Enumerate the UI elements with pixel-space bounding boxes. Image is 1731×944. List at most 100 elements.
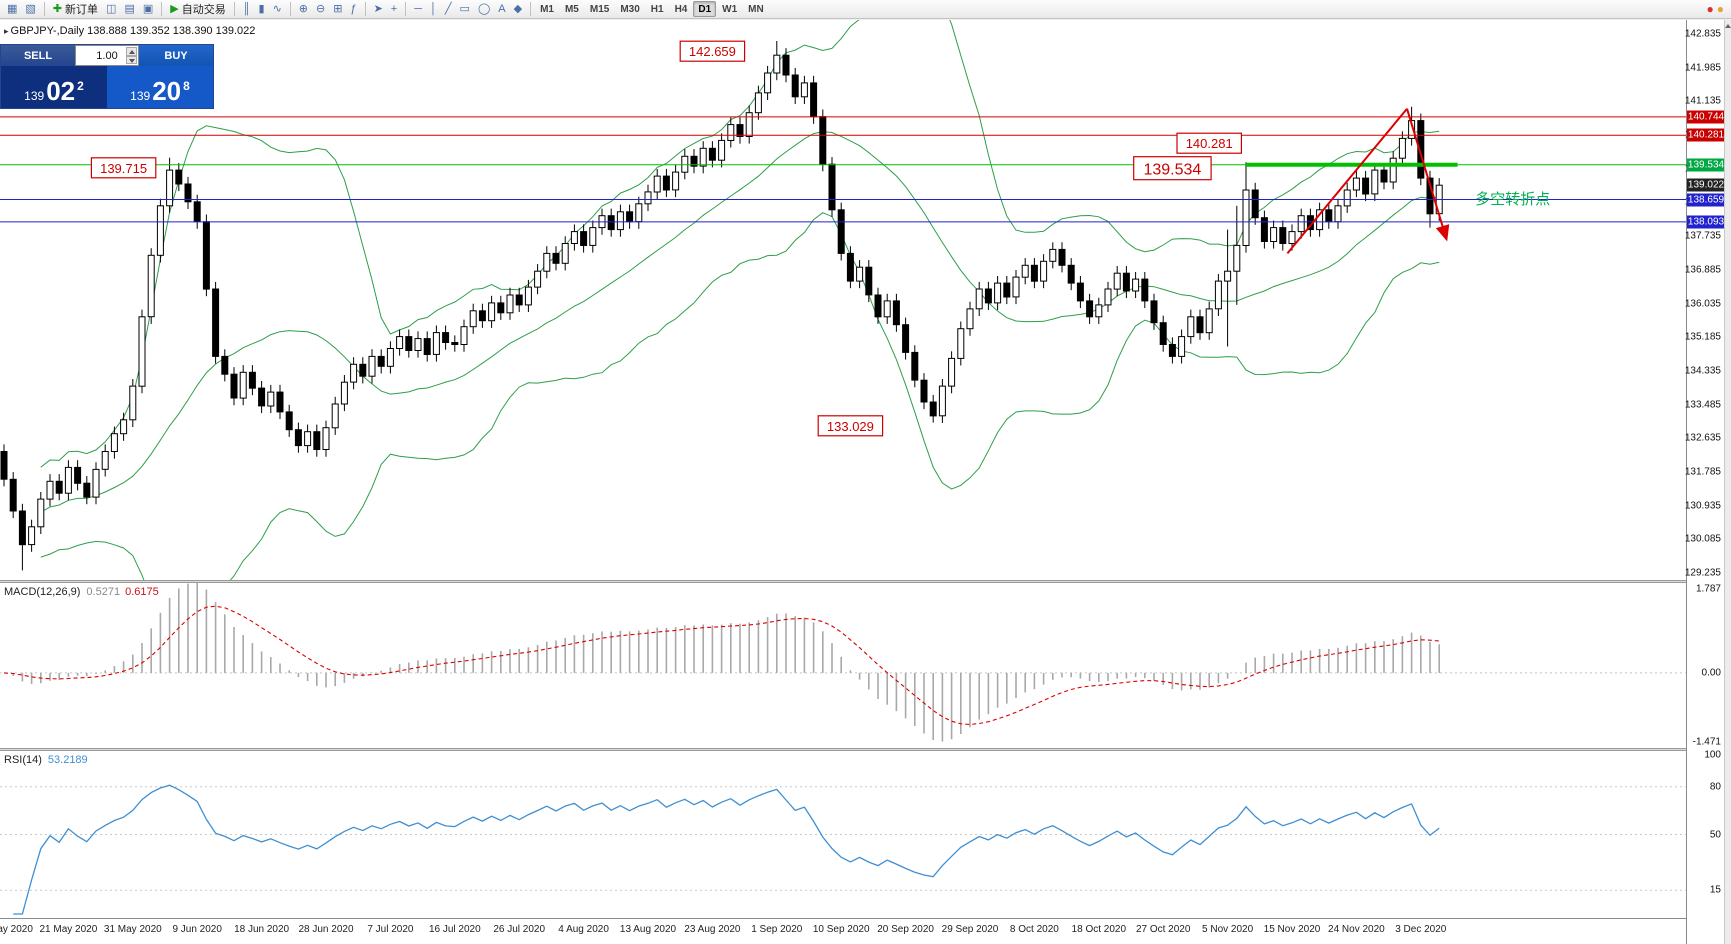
timeframe-m1[interactable]: M1: [535, 1, 559, 17]
sell-price-point: 2: [77, 79, 84, 93]
price-label-139.534[interactable]: 139.534: [1133, 156, 1212, 181]
date-label: 12 May 2020: [0, 924, 33, 935]
svg-text:139.715: 139.715: [100, 161, 147, 176]
timeframe-m15[interactable]: M15: [585, 1, 614, 17]
axis-label: 100: [1704, 749, 1721, 761]
arrows-tool-button[interactable]: ◆: [510, 1, 526, 17]
buy-button[interactable]: BUY: [139, 45, 213, 66]
sell-price[interactable]: 139 02 2: [1, 66, 107, 108]
navigator-button[interactable]: ▤: [120, 1, 138, 17]
timeframe-h4[interactable]: H4: [670, 1, 693, 17]
timeframe-h1[interactable]: H1: [646, 1, 669, 17]
market-watch-button[interactable]: ◫: [102, 1, 120, 17]
date-label: 1 Sep 2020: [751, 924, 803, 935]
new-chart-button[interactable]: ▦: [3, 1, 21, 17]
macd-panel: MACD(12,26,9) 0.5271 0.6175: [0, 583, 1686, 748]
timeframe-buttons: M1 M5 M15 M30 H1 H4 D1 W1 MN: [535, 1, 769, 17]
timeframe-mn[interactable]: MN: [743, 1, 769, 17]
date-label: 18 Oct 2020: [1071, 924, 1127, 935]
line-chart-button[interactable]: ∿: [269, 1, 286, 17]
panel-separator[interactable]: [0, 748, 1731, 751]
axis-label: -1.471: [1692, 736, 1721, 748]
main-chart-panel: 142.659 139.715 140.281 139.534 133.029 多空转折点…: [0, 20, 1686, 580]
candlestick-chart-button[interactable]: ▮: [255, 1, 269, 17]
date-label: 26 Jul 2020: [493, 924, 546, 935]
toolbar-buttons: ▦ ▧ ✚ 新订单 ◫ ▤ ▣ ▶ 自动交易 ║ ▮ ∿ ⊕ ⊖ ⊞ ƒ ➤ + ─ │ ╱ ▭ ◯ A ◆: [3, 1, 535, 17]
price-tag-138.093: 138.093: [1687, 215, 1725, 229]
timeframe-m5[interactable]: M5: [560, 1, 584, 17]
price-tag-140.744: 140.744: [1687, 110, 1725, 124]
community-icon[interactable]: ●: [1706, 2, 1714, 16]
volume-down-button[interactable]: [126, 55, 137, 64]
rectangle-tool-button[interactable]: ▭: [456, 1, 474, 17]
price-axis[interactable]: 142.835141.985141.135140.285139.435138.5…: [1684, 20, 1725, 944]
crosshair-button[interactable]: +: [387, 1, 401, 17]
market-watch-icon: ◫: [106, 3, 117, 15]
volume-spinner: [126, 47, 137, 64]
zoom-in-button[interactable]: ⊕: [295, 1, 312, 17]
toolbar-separator: [43, 2, 45, 16]
date-label: 8 Oct 2020: [1009, 924, 1059, 935]
date-label: 27 Oct 2020: [1135, 924, 1191, 935]
candlesticks: [0, 41, 1443, 571]
navigator-icon: ▤: [124, 3, 135, 15]
notification-icon[interactable]: ●: [1716, 2, 1724, 16]
buy-price[interactable]: 139 20 8: [107, 66, 213, 108]
ellipse-tool-button[interactable]: ◯: [474, 1, 494, 17]
date-label: 23 Aug 2020: [684, 924, 741, 935]
chart-profiles-button[interactable]: ▧: [21, 1, 39, 17]
price-label-140.281[interactable]: 140.281: [1176, 132, 1243, 154]
symbol-info: ▸ GBPJPY-,Daily 138.888 139.352 138.390 1…: [4, 25, 255, 37]
one-click-trading-panel: SELL 1.00 BUY 139 02 2 139 20 8: [0, 44, 214, 109]
price-tag-140.281: 140.281: [1687, 128, 1725, 142]
bar-chart-button[interactable]: ║: [239, 1, 255, 17]
zoom-out-button[interactable]: ⊖: [312, 1, 329, 17]
axis-label: 135.185: [1684, 331, 1721, 343]
text-tool-button[interactable]: A: [494, 1, 509, 17]
price-label-142.659[interactable]: 142.659: [679, 40, 746, 62]
chart-scrollbar[interactable]: [1724, 20, 1731, 944]
timeframe-w1[interactable]: W1: [717, 1, 742, 17]
arrows-tool-icon: ◆: [513, 3, 523, 15]
main-chart-plot[interactable]: 142.659 139.715 140.281 139.534 133.029 多空转折点: [0, 20, 1686, 580]
volume-up-button[interactable]: [126, 47, 137, 56]
axis-label: 142.835: [1684, 28, 1721, 40]
axis-label: 15: [1709, 884, 1721, 896]
auto-trading-button[interactable]: ▶ 自动交易: [166, 1, 229, 17]
bollinger-lower: [40, 212, 1440, 580]
date-label: 4 Aug 2020: [558, 924, 609, 935]
trendline-tool-button[interactable]: ╱: [441, 1, 456, 17]
timeframe-m30[interactable]: M30: [615, 1, 644, 17]
price-label-139.715[interactable]: 139.715: [90, 157, 157, 179]
annotation-text[interactable]: 多空转折点: [1475, 191, 1550, 208]
trendline-2[interactable]: [1406, 108, 1450, 242]
volume-input[interactable]: 1.00: [75, 45, 139, 66]
rsi-plot[interactable]: [0, 751, 1686, 918]
axis-label: 50: [1709, 829, 1721, 840]
price-label-133.029[interactable]: 133.029: [817, 415, 884, 437]
crosshair-icon: +: [390, 3, 398, 15]
candlestick-chart-icon: ▮: [258, 3, 265, 15]
sell-button[interactable]: SELL: [1, 45, 75, 66]
hline-tool-button[interactable]: ─: [410, 1, 426, 17]
macd-signal-value: 0.6175: [125, 586, 159, 598]
terminal-button[interactable]: ▣: [139, 1, 157, 17]
time-axis[interactable]: 12 May 2020 21 May 2020 31 May 2020 9 Jun 2…: [0, 918, 1731, 944]
cursor-button[interactable]: ➤: [370, 1, 387, 17]
vline-tool-button[interactable]: │: [426, 1, 441, 17]
bollinger-middle: [40, 131, 1440, 513]
terminal-icon: ▣: [142, 3, 154, 15]
toolbar-separator: [405, 2, 407, 16]
text-tool-icon: A: [498, 3, 506, 15]
panel-separator[interactable]: [0, 580, 1731, 583]
new-order-button[interactable]: ✚ 新订单: [49, 1, 102, 17]
macd-plot[interactable]: [0, 583, 1686, 748]
indicators-button[interactable]: ƒ: [346, 1, 360, 17]
date-label: 24 Nov 2020: [1328, 924, 1385, 935]
macd-histogram: [12, 583, 1440, 742]
scroll-up-icon[interactable]: [1725, 24, 1731, 28]
timeframe-d1[interactable]: D1: [693, 1, 717, 17]
cursor-icon: ➤: [373, 3, 383, 15]
trendline-1[interactable]: [1286, 108, 1408, 255]
grid-button[interactable]: ⊞: [329, 1, 346, 17]
